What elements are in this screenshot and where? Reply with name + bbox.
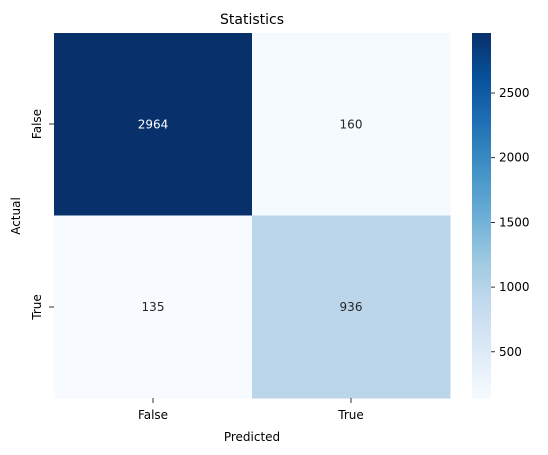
heatmap-cell-value: 160: [340, 117, 363, 131]
colorbar-tick-label: 2500: [499, 86, 530, 100]
y-tick-label-false: False: [30, 109, 44, 139]
x-axis-label: Predicted: [224, 430, 280, 444]
heatmap-cell: [252, 33, 451, 216]
x-tick-label-false: False: [138, 408, 168, 422]
heatmap-cell-value: 936: [340, 300, 363, 314]
heatmap-cell: [54, 215, 253, 399]
heatmap-cell: [252, 215, 451, 399]
heatmap-cells: [54, 33, 451, 399]
heatmap-cell-value: 2964: [138, 117, 169, 131]
colorbar: 500 1000 1500 2000 2500: [472, 33, 530, 399]
y-tick-label-true: True: [30, 294, 44, 321]
chart-title: Statistics: [220, 12, 284, 28]
x-tick-label-true: True: [337, 408, 364, 422]
heatmap-cell-labels: 2964 160 135 936: [138, 117, 363, 314]
heatmap-cell: [54, 33, 253, 216]
colorbar-tick-label: 500: [499, 345, 522, 359]
heatmap-cell-value: 135: [142, 300, 165, 314]
y-axis-label: Actual: [9, 197, 23, 235]
colorbar-tick-label: 2000: [499, 151, 530, 165]
colorbar-tick-label: 1500: [499, 215, 530, 229]
y-axis: False True Actual: [9, 109, 54, 321]
colorbar-tick-label: 1000: [499, 280, 530, 294]
x-axis: False True Predicted: [138, 398, 364, 444]
colorbar-ticks: 500 1000 1500 2000 2500: [491, 86, 530, 359]
colorbar-gradient: [472, 33, 491, 399]
